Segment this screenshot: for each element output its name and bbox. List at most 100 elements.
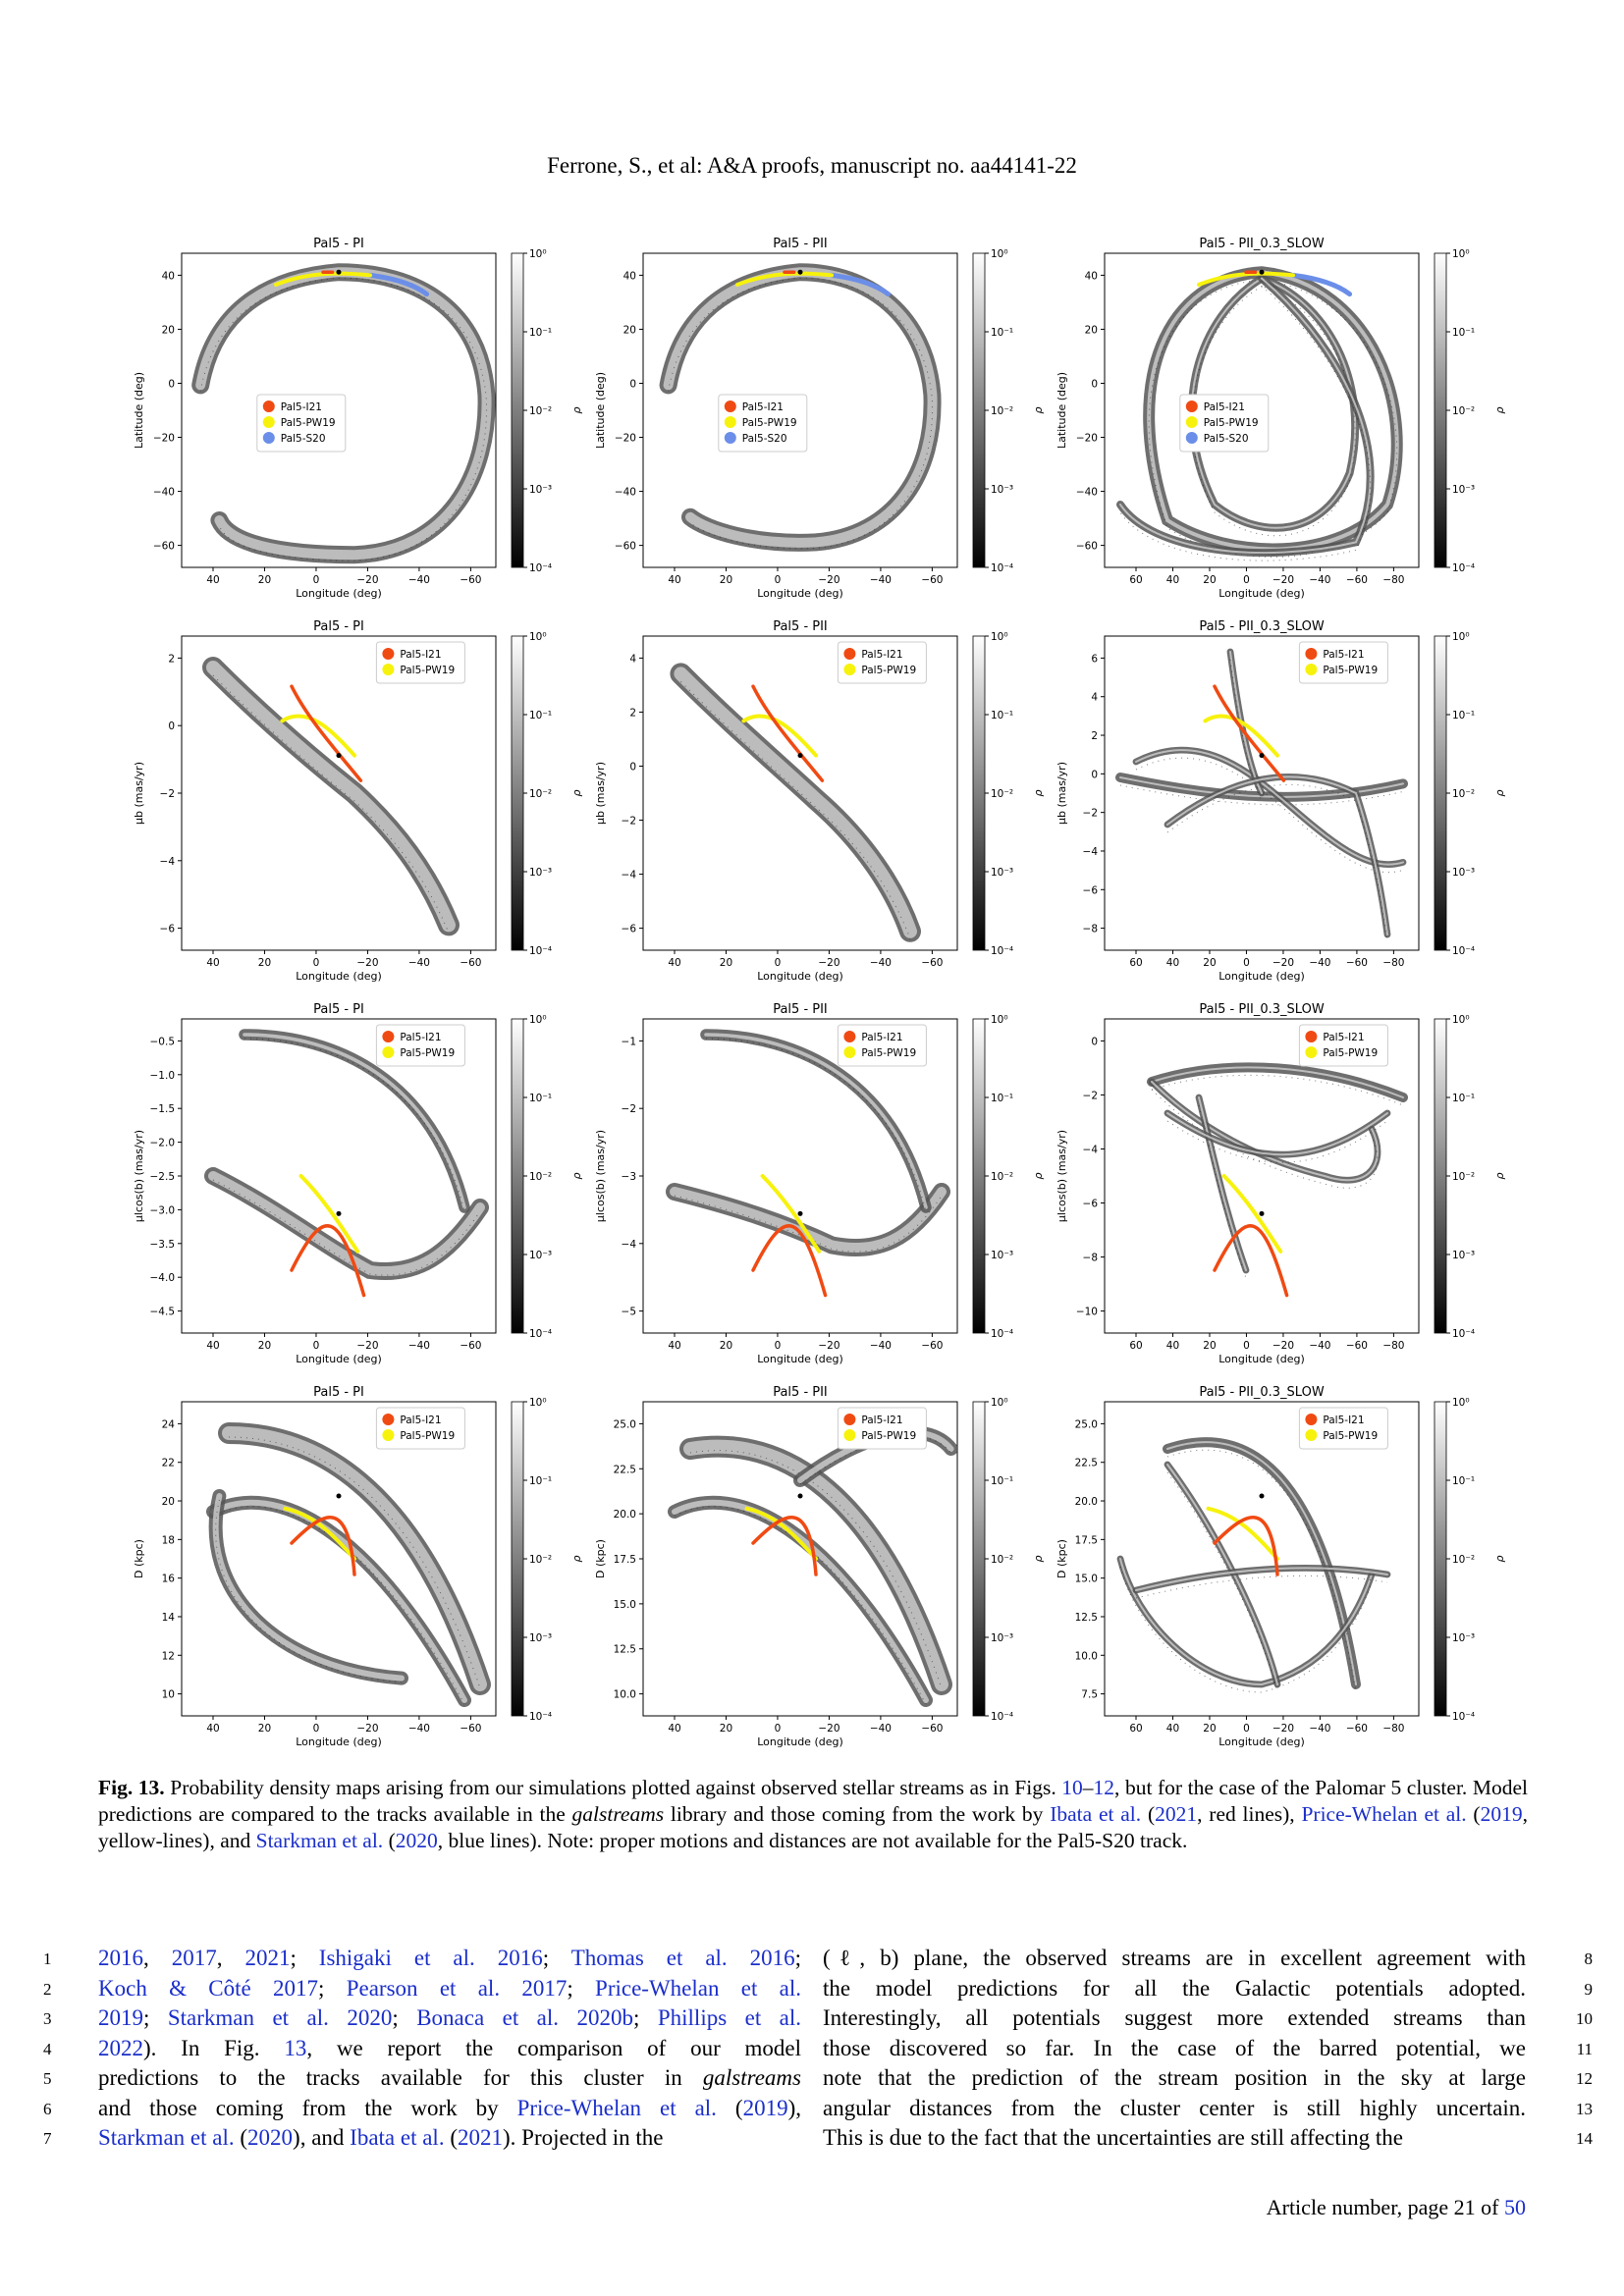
caption-link[interactable]: 2019 (1480, 1802, 1523, 1826)
caption-link[interactable]: Ibata et al. (1050, 1802, 1142, 1826)
y-tick-label: 4 (629, 653, 636, 665)
x-tick-label: 20 (258, 1723, 271, 1735)
y-tick-label: −2 (1083, 1090, 1098, 1101)
citation-link[interactable]: Phillips et al. (657, 2005, 802, 2030)
line-number: 11 (1576, 2039, 1593, 2058)
colorbar-tick-label: 10⁰ (529, 631, 547, 643)
subplot: Pal5 - PII 25.0 22.5 20.0 17.5 15.0 12.5 10.0 40… (594, 1385, 1045, 1747)
citation-link[interactable]: 2019 (742, 2095, 788, 2120)
y-axis-label: Latitude (deg) (133, 372, 145, 449)
caption-link[interactable]: Starkman et al. (255, 1829, 384, 1852)
caption-link[interactable]: 10 (1061, 1776, 1083, 1799)
y-tick-label: 14 (162, 1612, 176, 1624)
density-stream-core (212, 1493, 405, 1682)
y-tick-label: 25.0 (1075, 1418, 1098, 1430)
caption-link[interactable]: 2020 (395, 1829, 438, 1852)
y-tick-label: 6 (1091, 653, 1098, 665)
colorbar (972, 1401, 986, 1717)
caption-link[interactable]: 2021 (1155, 1802, 1198, 1826)
colorbar-tick-label: 10⁻⁴ (529, 945, 552, 957)
citation-link[interactable]: Pearson et al. 2017 (346, 1975, 568, 2001)
citation-link[interactable]: Bonaca et al. 2020b (416, 2005, 633, 2030)
density-scatter (1119, 286, 1372, 561)
y-tick-label: 10 (162, 1689, 175, 1701)
legend-label: Pal5-I21 (1204, 401, 1245, 413)
x-tick-label: −40 (1309, 1723, 1330, 1735)
cluster-marker (336, 1210, 342, 1216)
colorbar-tick-label: 10⁻¹ (529, 1093, 552, 1104)
cluster-marker (797, 1210, 803, 1216)
legend-label: Pal5-I21 (1323, 649, 1364, 661)
citation-link[interactable]: 2019 (98, 2005, 143, 2030)
citation-link[interactable]: Starkman et al. (98, 2125, 235, 2150)
density-scatter (212, 674, 450, 934)
cluster-marker (1259, 1493, 1265, 1499)
colorbar-tick-label: 10⁻³ (529, 867, 552, 879)
density-stream-core (1190, 277, 1357, 529)
y-tick-label: −2 (1083, 808, 1098, 820)
citation-link[interactable]: 2021 (458, 2125, 503, 2150)
x-tick-label: 40 (206, 1723, 219, 1735)
subplot-title: Pal5 - PII_0.3_SLOW (1199, 237, 1325, 251)
track-pw19 (1197, 271, 1295, 287)
citation-link[interactable]: Koch & Côté 2017 (98, 1975, 319, 2001)
colorbar-label: ρ (1493, 1555, 1506, 1562)
track-pw19 (1206, 1506, 1279, 1561)
citation-link[interactable]: Ibata et al. (350, 2125, 445, 2150)
citation-link[interactable]: 2020 (247, 2125, 294, 2150)
colorbar (972, 635, 986, 951)
y-tick-label: −8 (1083, 1253, 1098, 1264)
y-tick-label: 0 (629, 378, 636, 390)
total-pages-link[interactable]: 50 (1504, 2195, 1526, 2219)
caption-link[interactable]: 12 (1093, 1776, 1115, 1799)
y-tick-label: −2 (622, 1103, 636, 1115)
y-tick-label: −2 (160, 788, 175, 800)
legend-marker (843, 1031, 856, 1042)
subplot-title: Pal5 - PI (313, 237, 364, 251)
colorbar-tick-label: 10⁻⁴ (1452, 1328, 1475, 1340)
y-tick-label: 16 (162, 1574, 176, 1585)
legend-label: Pal5-I21 (861, 1032, 902, 1043)
subplot-title: Pal5 - PI (313, 1385, 364, 1400)
text-line: angular distances from the cluster cente… (823, 2094, 1593, 2124)
legend-label: Pal5-PW19 (861, 1430, 916, 1442)
citation-link[interactable]: Thomas et al. 2016 (570, 1946, 795, 1970)
colorbar-label: ρ (570, 1172, 583, 1179)
citation-link[interactable]: 13 (284, 2035, 307, 2060)
y-tick-label: −4 (160, 856, 176, 868)
citation-link[interactable]: 2017 (171, 1946, 217, 1970)
citation-link[interactable]: Starkman et al. 2020 (167, 2005, 393, 2030)
y-tick-label: 15.0 (1075, 1574, 1098, 1585)
x-tick-label: −80 (1382, 1340, 1404, 1352)
x-tick-label: 20 (258, 574, 271, 586)
citation-link[interactable]: 2022 (98, 2035, 143, 2060)
legend-marker (724, 400, 736, 412)
colorbar-label: ρ (1493, 789, 1506, 796)
legend: Pal5-I21 Pal5-PW19 (375, 1407, 465, 1450)
citation-link[interactable]: 2016 (98, 1946, 143, 1970)
text-line: Starkman et al. (2020), and Ibata et al.… (43, 2123, 801, 2154)
citation-link[interactable]: 2021 (244, 1946, 291, 1970)
y-tick-label: −60 (615, 541, 636, 553)
x-axis-label: Longitude (deg) (757, 1353, 843, 1365)
legend-label: Pal5-PW19 (1323, 1430, 1378, 1442)
citation-link[interactable]: Price-Whelan et al. (595, 1975, 802, 2001)
y-tick-label: −40 (153, 487, 175, 499)
density-stream-core (663, 267, 938, 548)
citation-link[interactable]: Price-Whelan et al. (516, 2095, 717, 2120)
caption-link[interactable]: Price-Whelan et al. (1301, 1802, 1467, 1826)
density-scatter (1198, 1104, 1247, 1279)
density-stream-core (674, 667, 917, 938)
colorbar-tick-label: 10⁻⁴ (991, 1328, 1013, 1340)
colorbar-tick-label: 10⁻² (1452, 1554, 1475, 1566)
x-tick-label: 0 (1243, 574, 1250, 586)
citation-link[interactable]: Ishigaki et al. 2016 (318, 1946, 543, 1970)
x-tick-label: −60 (460, 1340, 481, 1352)
y-axis-label: D (kpc) (133, 1539, 145, 1578)
colorbar-tick-label: 10⁻¹ (529, 1475, 552, 1487)
text-line: note that the prediction of the stream p… (823, 2063, 1593, 2094)
y-tick-label: 4 (1091, 692, 1098, 704)
legend-label: Pal5-I21 (861, 1415, 902, 1426)
x-tick-label: 0 (313, 1340, 320, 1352)
colorbar-tick-label: 10⁻¹ (529, 710, 552, 721)
